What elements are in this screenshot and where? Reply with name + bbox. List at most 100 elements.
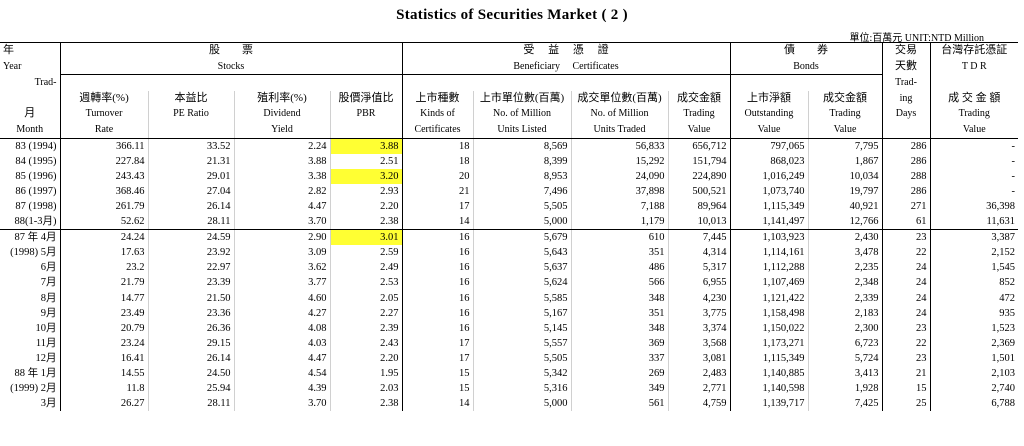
table-cell: 3.38 xyxy=(233,168,330,184)
table-cell: 28.11 xyxy=(147,396,234,412)
table-cell: 4.47 xyxy=(233,350,330,366)
header-col-en1: No. of Million xyxy=(472,106,571,122)
header-col-en1: Outstanding xyxy=(729,106,808,122)
table-cell: 4.54 xyxy=(233,365,330,382)
table-cell: 2.20 xyxy=(329,350,402,366)
table-cell: 243.43 xyxy=(59,168,148,184)
table-cell: 368.46 xyxy=(59,183,148,199)
table-cell: 4.27 xyxy=(233,305,330,321)
table-cell: 3,374 xyxy=(667,320,730,336)
table-cell: 1,139,717 xyxy=(729,396,808,412)
table-cell: 24 xyxy=(881,305,930,321)
header-col-zh: 成交金額 xyxy=(807,90,882,107)
table-cell: 224,890 xyxy=(667,168,730,184)
table-cell: 3.77 xyxy=(233,275,330,291)
table-cell: 1,073,740 xyxy=(729,183,808,199)
header-month-en: Month xyxy=(0,121,60,139)
table-cell: 26.27 xyxy=(59,396,148,412)
header-year-en: Year xyxy=(3,60,22,72)
table-cell: 2,339 xyxy=(807,290,882,306)
table-cell: 5,643 xyxy=(472,245,571,261)
table-cell: 16 xyxy=(401,229,473,246)
table-cell: - xyxy=(929,138,1018,154)
table-row: (1998) 5月 17.63 23.92 3.09 2.59 16 5,643 351 4,3… xyxy=(0,245,1018,261)
table-cell: 286 xyxy=(881,183,930,199)
table-cell: 61 xyxy=(881,214,930,231)
table-cell: 7,188 xyxy=(570,198,668,215)
table-row: 85 (1996) 243.43 29.01 3.38 3.20 20 8,953 24,09… xyxy=(0,168,1018,184)
row-label: 87 (1998) xyxy=(15,200,57,212)
header-col-en2: Value xyxy=(729,121,808,139)
table-cell: 18 xyxy=(401,138,473,154)
table-cell: 14.77 xyxy=(59,290,148,306)
table-cell: 3.88 xyxy=(329,138,402,154)
table-cell: 23.39 xyxy=(147,275,234,291)
table-cell: 24 xyxy=(881,260,930,276)
table-cell: 261.79 xyxy=(59,198,148,215)
table-cell: 17 xyxy=(401,350,473,366)
table-cell: 4.60 xyxy=(233,290,330,306)
table-cell: 23.49 xyxy=(59,305,148,321)
table-cell: 5,637 xyxy=(472,260,571,276)
table-cell: 2.43 xyxy=(329,335,402,351)
table-cell: 2.53 xyxy=(329,275,402,291)
table-cell: 348 xyxy=(570,290,668,306)
table-row: 87 (1998) 261.79 26.14 4.47 2.20 17 5,505 7,188… xyxy=(0,198,1018,215)
table-cell: 4.39 xyxy=(233,381,330,397)
table-cell: 852 xyxy=(929,275,1018,291)
table-cell: 2.03 xyxy=(329,381,402,397)
table-cell: 6,788 xyxy=(929,396,1018,412)
table-cell: 2,348 xyxy=(807,275,882,291)
table-cell: 37,898 xyxy=(570,183,668,199)
table-cell: 24.59 xyxy=(147,229,234,246)
header-col-en2: Value xyxy=(807,121,882,139)
table-cell: 351 xyxy=(570,245,668,261)
table-cell: 1,112,288 xyxy=(729,260,808,276)
table-cell: 797,065 xyxy=(729,138,808,154)
table-cell: 1,158,498 xyxy=(729,305,808,321)
header-stocks-en: Stocks xyxy=(59,58,402,76)
header-spacer xyxy=(0,91,60,107)
table-cell: 16 xyxy=(401,260,473,276)
header-beneficiary-zh: 受 益 憑 證 xyxy=(401,41,730,59)
table-cell: 1,115,349 xyxy=(729,350,808,366)
table-cell: 566 xyxy=(570,275,668,291)
table-body: 83 (1994) 366.11 33.52 2.24 3.88 18 8,569 56,83… xyxy=(0,138,1018,412)
table-cell: 349 xyxy=(570,381,668,397)
table-row: 7月 21.79 23.39 3.77 2.53 16 5,624 566 6,955 1,107… xyxy=(0,275,1018,291)
table-cell: 23 xyxy=(881,320,930,336)
table-cell: 1,867 xyxy=(807,153,882,169)
table-cell: 2.93 xyxy=(329,183,402,199)
row-label: 10月 xyxy=(35,322,57,334)
table-cell: 5,145 xyxy=(472,320,571,336)
header-col-zh: 上市種數 xyxy=(401,90,473,107)
table-cell: 2.24 xyxy=(233,138,330,154)
header-col-en1: Trading xyxy=(807,106,882,122)
header-col-zh: 本益比 xyxy=(147,90,234,107)
table-cell: 25 xyxy=(881,396,930,412)
table-cell: 1.95 xyxy=(329,365,402,382)
table-cell: 3.62 xyxy=(233,260,330,276)
header-days-en3: Days xyxy=(881,106,930,122)
table-cell: 14.55 xyxy=(59,365,148,382)
table-cell: 1,179 xyxy=(570,214,668,231)
table-cell: 18 xyxy=(401,153,473,169)
row-label: 83 (1994) xyxy=(15,140,57,152)
header-stocks-zh: 股 票 xyxy=(59,41,402,59)
table-cell: 23.36 xyxy=(147,305,234,321)
table-cell: 935 xyxy=(929,305,1018,321)
securities-table: 年 股 票 受 益 憑 證 債 券 交易 台灣存託憑証 Year Stocks … xyxy=(0,41,1018,412)
table-cell: 286 xyxy=(881,138,930,154)
header-col-zh: 殖利率(%) xyxy=(233,90,330,107)
table-cell: 2,369 xyxy=(929,335,1018,351)
header-col-en2: Units Listed xyxy=(472,121,571,139)
table-cell: 2.51 xyxy=(329,153,402,169)
table-cell: 8,953 xyxy=(472,168,571,184)
table-cell: 17.63 xyxy=(59,245,148,261)
table-cell: - xyxy=(929,153,1018,169)
table-cell: 8,399 xyxy=(472,153,571,169)
table-cell: 2.59 xyxy=(329,245,402,261)
table-cell: 3.70 xyxy=(233,396,330,412)
table-cell: 2,771 xyxy=(667,381,730,397)
table-row: 3月 26.27 28.11 3.70 2.38 14 5,000 561 4,759 1,139… xyxy=(0,396,1018,412)
